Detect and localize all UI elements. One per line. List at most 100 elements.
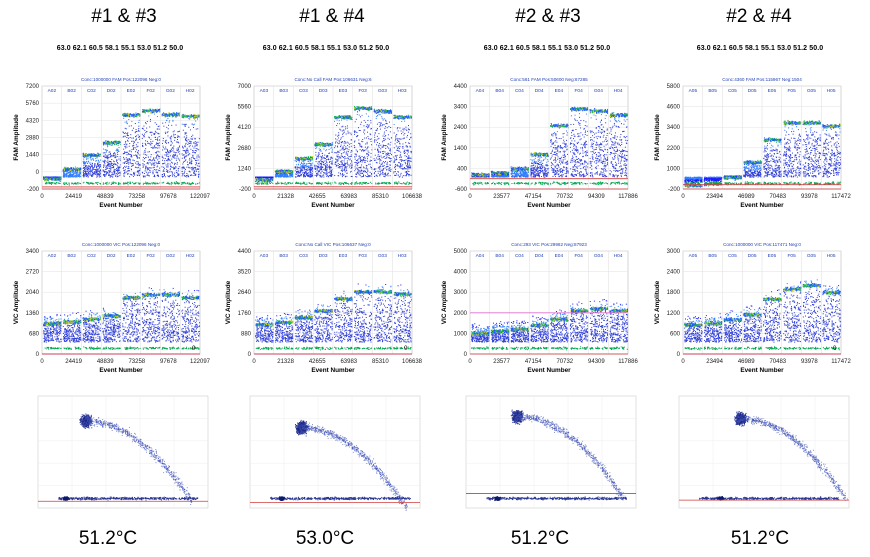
well-label: D04 xyxy=(535,88,544,94)
y-tick-label: 4400 xyxy=(454,84,468,90)
well-label: F05 xyxy=(787,88,796,94)
well-droplets-B04 xyxy=(490,321,510,351)
plot-frame xyxy=(249,395,421,509)
well-droplets-H04 xyxy=(609,302,629,351)
x-tick-label: 117886 xyxy=(618,359,638,365)
well-droplets-B02 xyxy=(62,166,82,186)
well-label: G03 xyxy=(378,88,387,94)
y-tick-label: 0 xyxy=(36,352,40,358)
x-tick-label: 42655 xyxy=(309,359,326,365)
y-tick-label: 3520 xyxy=(238,270,252,276)
x-tick-label: 21328 xyxy=(277,359,294,365)
corner-label: 0 xyxy=(192,346,196,352)
vic-amplitude-plot-3: Conc:293 VIC Pos:29962 Neg:87923 5000 4000… xyxy=(441,242,638,374)
well-droplets-E03 xyxy=(334,290,353,350)
well-label: E02 xyxy=(127,253,136,259)
x-tick-label: 46989 xyxy=(738,194,755,200)
plot-caption: Conc:1000000 VIC Pos:122096 Neg:0 xyxy=(82,242,161,247)
well-droplets-A02 xyxy=(43,313,62,350)
well-droplets-C04 xyxy=(510,166,530,185)
well-droplets-B03 xyxy=(274,313,294,350)
x-tick-label: 23577 xyxy=(493,359,510,365)
x-axis-label: Event Number xyxy=(99,367,143,374)
well-droplets-B02 xyxy=(62,312,82,350)
x-tick-label: 85310 xyxy=(372,194,389,200)
x-tick-label: 23494 xyxy=(706,359,723,365)
well-label: E04 xyxy=(555,253,564,259)
y-tick-label: 7200 xyxy=(26,84,40,90)
droplet-cloud xyxy=(58,413,199,505)
x-tick-label: 94309 xyxy=(588,359,605,365)
well-label: E03 xyxy=(339,253,348,259)
y-axis-label: FAM Amplitude xyxy=(225,114,232,161)
x-tick-label: 93978 xyxy=(801,359,818,365)
y-tick-label: 3000 xyxy=(454,290,468,296)
x-tick-label: 70732 xyxy=(556,359,573,365)
x-axis-label: Event Number xyxy=(527,367,571,374)
well-label: C03 xyxy=(299,88,308,94)
x-tick-label: 0 xyxy=(252,194,256,200)
well-droplets-C02 xyxy=(82,310,102,350)
well-label: B04 xyxy=(495,88,504,94)
well-label: H05 xyxy=(827,253,836,259)
well-droplets-E05 xyxy=(763,289,782,350)
column-title-1: #1 & #3 xyxy=(24,6,224,28)
y-tick-label: 880 xyxy=(241,331,252,337)
y-tick-label: -600 xyxy=(455,187,468,193)
well-label: C02 xyxy=(87,88,96,94)
well-droplets-G02 xyxy=(161,112,181,186)
well-label: H02 xyxy=(186,88,195,94)
y-tick-label: 0 xyxy=(36,170,40,176)
y-tick-label: 5800 xyxy=(667,84,681,90)
well-label: H04 xyxy=(614,88,623,94)
2d-cluster-plot-2 xyxy=(249,395,421,511)
well-label: D05 xyxy=(748,88,757,94)
y-tick-label: 2680 xyxy=(238,146,252,152)
well-label: F03 xyxy=(358,253,367,259)
y-tick-label: 1360 xyxy=(26,311,40,317)
well-droplets-F03 xyxy=(353,105,373,186)
x-tick-label: 0 xyxy=(40,359,44,365)
x-tick-label: 0 xyxy=(252,359,256,365)
y-tick-label: 2040 xyxy=(26,290,40,296)
x-tick-label: 0 xyxy=(681,194,685,200)
well-label: E04 xyxy=(555,88,564,94)
plot-caption: Conc:293 VIC Pos:29962 Neg:87923 xyxy=(511,242,587,247)
well-label: D03 xyxy=(319,253,328,259)
x-tick-label: 85310 xyxy=(372,359,389,365)
well-label: G02 xyxy=(166,253,175,259)
plot-caption: Conc:No Call VIC Pos:106637 Neg:0 xyxy=(295,242,371,247)
fam-amplitude-plot-4: Conc:4360 FAM Pos:115967 Neg:1504 5800 460… xyxy=(654,77,851,209)
plot-frame xyxy=(678,395,850,509)
fam-amplitude-plot-1: Conc:1000000 FAM Pos:122096 Neg:0 7200 576… xyxy=(13,77,211,209)
y-tick-label: 3400 xyxy=(667,125,681,131)
x-tick-label: 23494 xyxy=(706,194,723,200)
plot-caption: Conc:561 FAM Pos:50600 Neg:67285 xyxy=(510,77,588,82)
corner-label: 0 xyxy=(404,346,408,352)
y-tick-label: 7000 xyxy=(238,84,252,90)
plot-caption: Conc:4360 FAM Pos:115967 Neg:1504 xyxy=(722,77,802,82)
x-tick-label: 122097 xyxy=(190,194,211,200)
well-label: E02 xyxy=(127,88,136,94)
well-droplets-F02 xyxy=(141,287,161,350)
plot-caption: Conc:No Call FAM Pos:106631 Neg:6 xyxy=(294,77,372,82)
x-tick-label: 70483 xyxy=(769,194,786,200)
well-label: H03 xyxy=(398,88,407,94)
well-droplets-H03 xyxy=(393,114,413,186)
x-tick-label: 0 xyxy=(681,359,685,365)
well-label: A03 xyxy=(260,88,269,94)
x-tick-label: 48839 xyxy=(97,359,114,365)
y-tick-label: 1760 xyxy=(238,311,252,317)
well-droplets-D02 xyxy=(102,140,122,185)
x-tick-label: 24419 xyxy=(65,194,82,200)
y-tick-label: 1440 xyxy=(26,153,40,159)
well-label: B03 xyxy=(279,253,288,259)
well-label: A02 xyxy=(48,88,57,94)
well-droplets-H02 xyxy=(181,289,201,350)
y-tick-label: 1000 xyxy=(667,166,681,172)
well-droplets-B04 xyxy=(490,170,510,186)
droplet-cloud xyxy=(270,419,411,511)
y-axis-label: VIC Amplitude xyxy=(654,280,661,324)
plot-frame xyxy=(465,395,637,509)
y-tick-label: -200 xyxy=(668,187,681,193)
